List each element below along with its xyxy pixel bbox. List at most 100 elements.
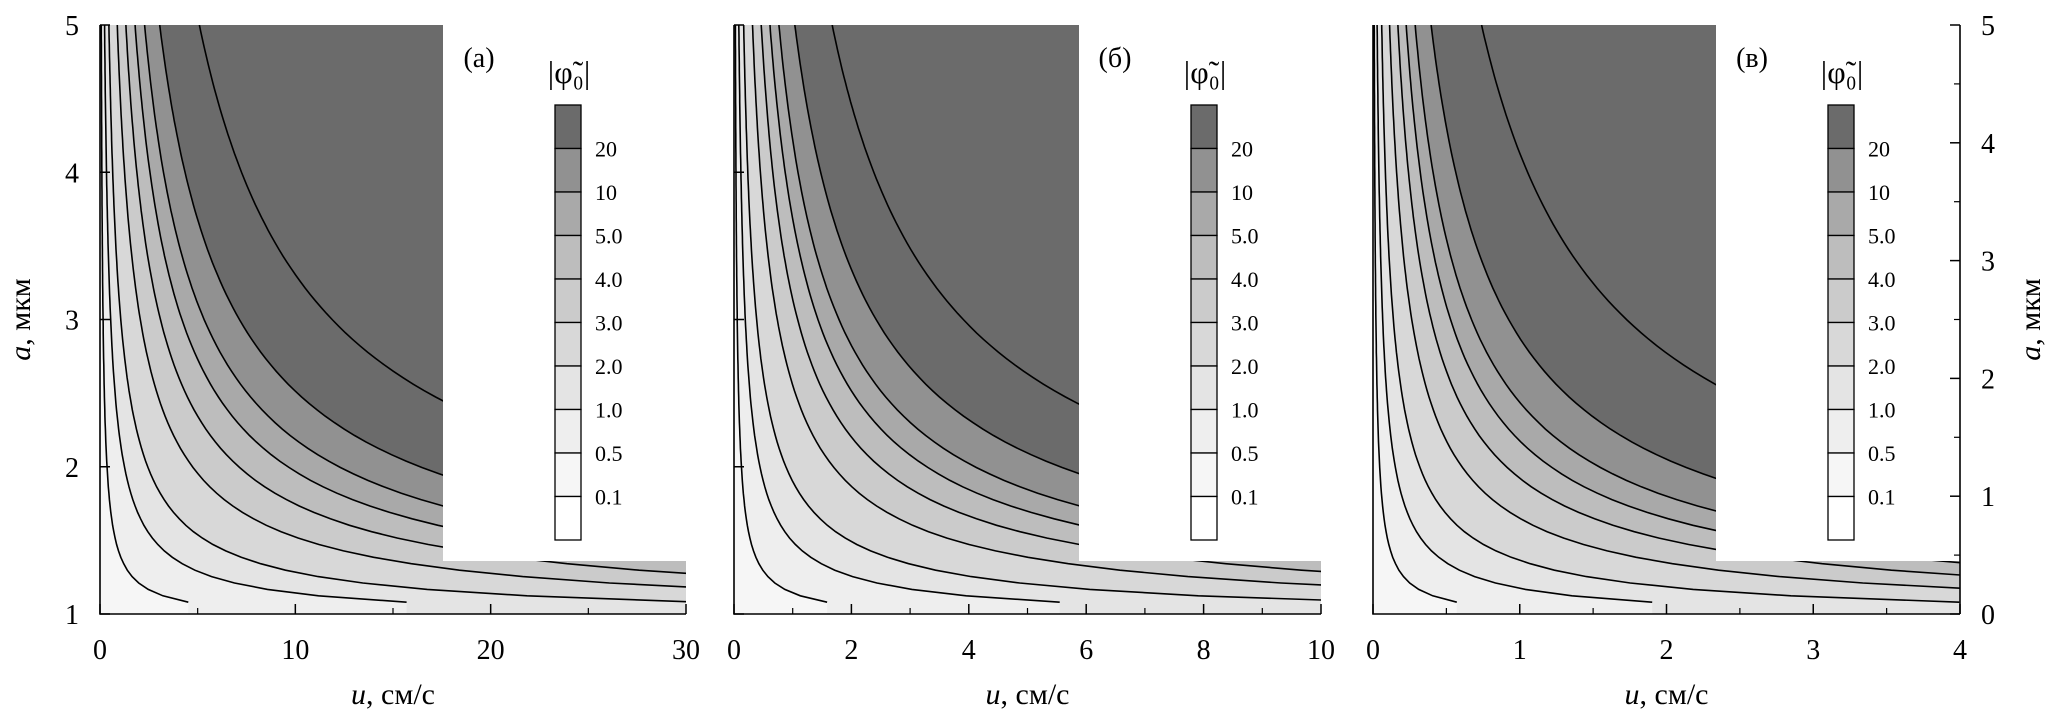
- colorbar-swatch: [554, 321, 582, 367]
- colorbar-title: |φ̃₀|: [548, 54, 590, 90]
- x-tick-label: 30: [672, 635, 700, 666]
- colorbar-level-label: 20: [1868, 137, 1890, 162]
- colorbar-level-label: 5.0: [1868, 224, 1896, 249]
- contour-line-4_0: [134, 25, 686, 561]
- panel-2: 0 2 4 6 8 10 u, см/с (б) |φ̃₀| 20 10 5.0 4.0 3.0 2.0 1.…: [727, 24, 1335, 711]
- contour-line-1_0: [742, 25, 1321, 601]
- x-tick-label: 1: [1513, 635, 1527, 666]
- colorbar-swatch: [554, 408, 582, 454]
- colorbar-swatch: [1190, 147, 1218, 193]
- x-axis-units: , см/с: [1640, 678, 1709, 711]
- colorbar-level-label: 2.0: [1231, 354, 1259, 379]
- colorbar-swatch: [1190, 408, 1218, 454]
- x-axis-units: , см/с: [1001, 678, 1070, 711]
- contour-line-20: [198, 25, 686, 479]
- x-axis-var: u: [986, 678, 1001, 711]
- colorbar-swatch: [554, 147, 582, 193]
- x-axis-title: u, см/с: [1625, 678, 1709, 711]
- x-tick-label: 2: [1660, 635, 1674, 666]
- colorbar-level-label: 4.0: [1868, 267, 1896, 292]
- colorbar-level-label: 0.5: [1868, 441, 1896, 466]
- colorbar-level-label: 4.0: [595, 267, 623, 292]
- colorbar-level-label: 1.0: [1868, 398, 1896, 423]
- colorbar-level-label: 0.1: [1231, 485, 1259, 510]
- colorbar-swatch: [1827, 234, 1855, 280]
- x-axis-var: u: [351, 678, 366, 711]
- colorbar-swatch: [1827, 104, 1855, 150]
- x-tick-label: 2: [844, 635, 858, 666]
- y-right-tick-label: 4: [1981, 129, 1995, 160]
- contour-line-3_0: [760, 25, 1321, 573]
- colorbar-swatch: [1827, 321, 1855, 367]
- contour-line-1_0: [108, 25, 686, 603]
- colorbar-swatch: [554, 191, 582, 237]
- x-axis-var: u: [1625, 678, 1640, 711]
- colorbar-level-label: 20: [595, 137, 617, 162]
- colorbar-swatch: [1827, 452, 1855, 498]
- x-tick-label: 4: [962, 635, 976, 666]
- colorbar-swatch: [1827, 365, 1855, 411]
- x-axis-title: u, см/с: [986, 678, 1070, 711]
- colorbar-swatch: [1190, 452, 1218, 498]
- colorbar-title: |φ̃₀|: [1184, 54, 1226, 90]
- contour-line-1_0: [1380, 25, 1960, 603]
- colorbar-level-label: 10: [1868, 180, 1890, 205]
- colorbar-level-label: 0.1: [1868, 485, 1896, 510]
- colorbar-swatch: [554, 495, 582, 541]
- y-tick-label: 2: [65, 453, 79, 484]
- panel-label: (б): [1099, 43, 1132, 74]
- colorbar-swatch: [1827, 147, 1855, 193]
- colorbar-swatch: [1827, 191, 1855, 237]
- panel-3: 0 1 2 3 4 u, см/с 0 1 2 3 4 5 a, мкм (в) |φ̃₀| 20 10 5.0 4…: [1366, 11, 2047, 711]
- colorbar-level-label: 0.5: [1231, 441, 1259, 466]
- contour-line-2_0: [751, 25, 1321, 586]
- colorbar-swatch: [1827, 408, 1855, 454]
- y-right-tick-label: 5: [1981, 11, 1995, 42]
- colorbar-level-label: 0.1: [595, 485, 623, 510]
- y-right-tick-label: 0: [1981, 600, 1995, 631]
- x-tick-label: 3: [1806, 635, 1820, 666]
- colorbar-swatch: [1827, 495, 1855, 541]
- contour-line-0_5: [1376, 25, 1653, 603]
- colorbar-swatch: [554, 234, 582, 280]
- panel-1: 0 10 20 30 u, см/с 1 2 3 4 5 a, мкм (а) |φ̃₀| 20 10 5.0…: [4, 11, 700, 711]
- colorbar-swatch: [1190, 278, 1218, 324]
- colorbar-swatch: [554, 365, 582, 411]
- colorbar-level-label: 5.0: [1231, 224, 1259, 249]
- y-axis-var: a: [2014, 346, 2047, 361]
- y-tick-label: 3: [65, 306, 79, 337]
- colorbar-level-label: 3.0: [1231, 311, 1259, 336]
- colorbar-level-label: 0.5: [595, 441, 623, 466]
- colorbar-swatch: [1827, 278, 1855, 324]
- x-tick-label: 6: [1079, 635, 1093, 666]
- contour-line-20: [831, 25, 1321, 481]
- colorbar-swatch: [1190, 365, 1218, 411]
- y-tick-label: 5: [65, 11, 79, 42]
- x-tick-label: 8: [1197, 635, 1211, 666]
- colorbar-level-label: 4.0: [1231, 267, 1259, 292]
- colorbar-swatch: [1190, 495, 1218, 541]
- colorbar-level-label: 3.0: [595, 311, 623, 336]
- contour-line-20: [1480, 25, 1960, 469]
- contour-line-0_1: [1373, 25, 1458, 603]
- contour-line-3_0: [1397, 25, 1960, 576]
- panel-label: (в): [1736, 43, 1768, 74]
- contour-line-4_0: [769, 25, 1321, 560]
- panel-label: (а): [463, 43, 494, 74]
- contour-line-0_5: [103, 25, 407, 603]
- y-right-tick-label: 1: [1981, 482, 1995, 513]
- x-tick-label: 0: [1366, 635, 1380, 666]
- y-tick-label: 4: [65, 158, 79, 189]
- colorbar-level-label: 2.0: [1868, 354, 1896, 379]
- y-right-tick-label: 2: [1981, 364, 1995, 395]
- colorbar-swatch: [1190, 321, 1218, 367]
- colorbar-swatch: [554, 104, 582, 150]
- colorbar-swatch: [1190, 191, 1218, 237]
- y-right-tick-label: 3: [1981, 247, 1995, 278]
- y-tick-label: 1: [65, 600, 79, 631]
- y-axis-units: , мкм: [4, 278, 37, 346]
- colorbar-level-label: 1.0: [1231, 398, 1259, 423]
- colorbar-level-label: 20: [1231, 137, 1253, 162]
- colorbar-level-label: 1.0: [595, 398, 623, 423]
